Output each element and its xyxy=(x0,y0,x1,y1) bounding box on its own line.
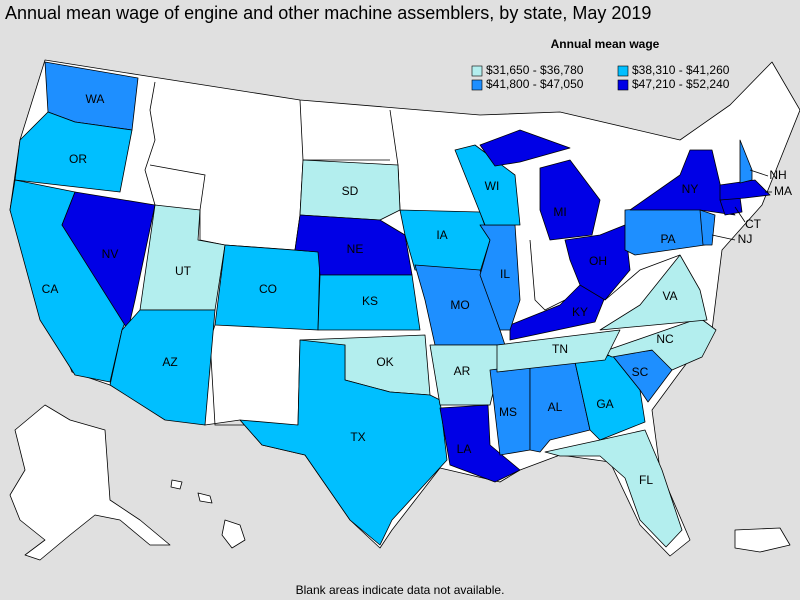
puerto-rico xyxy=(734,527,791,553)
state-label: CO xyxy=(259,282,277,296)
state-shape xyxy=(317,274,421,331)
state-shape xyxy=(454,144,521,226)
state-label: KY xyxy=(572,305,588,319)
state-label: TX xyxy=(350,430,365,444)
state-border xyxy=(529,239,566,311)
state-label: CT xyxy=(745,217,762,231)
footnote: Blank areas indicate data not available. xyxy=(296,583,505,597)
state-shape xyxy=(699,209,716,246)
state-label: TN xyxy=(552,342,568,356)
state-border xyxy=(144,81,156,206)
state-label: PA xyxy=(660,232,675,246)
state-shape xyxy=(239,339,448,546)
legend: Annual mean wage $31,650 - $36,780 $38,31… xyxy=(471,37,730,91)
leader-line xyxy=(711,234,736,241)
hawaii xyxy=(197,492,213,504)
state-shape xyxy=(439,404,521,483)
state-label: NC xyxy=(656,332,674,346)
legend-swatch xyxy=(471,65,483,77)
alaska xyxy=(9,404,171,561)
legend-swatch xyxy=(471,79,483,91)
legend-label: $41,800 - $47,050 xyxy=(486,77,584,91)
state-label: SC xyxy=(632,365,649,379)
state-shape xyxy=(739,139,753,184)
state-label: UT xyxy=(175,264,192,278)
state-border xyxy=(604,254,681,301)
legend-label: $38,310 - $41,260 xyxy=(632,63,730,77)
legend-swatch xyxy=(617,65,629,77)
state-label: WI xyxy=(485,179,500,193)
legend-swatch xyxy=(617,79,629,91)
leader-line xyxy=(749,169,769,177)
legend-label: $31,650 - $36,780 xyxy=(486,63,584,77)
state-label: MI xyxy=(553,205,566,219)
legend-title: Annual mean wage xyxy=(551,37,660,51)
state-shape xyxy=(629,149,736,216)
state-label: AL xyxy=(548,400,563,414)
state-shape xyxy=(109,309,216,426)
state-label: KS xyxy=(362,294,378,308)
state-shape xyxy=(496,329,621,373)
states: WA OR CA NV UT AZ CO SD NE KS OK TX IA MO AR LA MS AL GA FL… xyxy=(9,61,792,548)
state-shape xyxy=(299,159,401,221)
state-label: VA xyxy=(662,289,677,303)
state-border xyxy=(149,164,206,211)
state-shape xyxy=(429,344,506,406)
state-shape xyxy=(544,429,683,548)
state-label: AR xyxy=(454,364,471,378)
state-shape xyxy=(599,254,708,331)
state-label: FL xyxy=(639,473,653,487)
leader-line xyxy=(734,206,746,223)
state-label: SD xyxy=(342,184,359,198)
state-label: NH xyxy=(769,168,786,182)
state-label: WA xyxy=(86,92,105,106)
state-shape xyxy=(479,129,601,241)
state-shape xyxy=(479,224,521,331)
state-shape xyxy=(14,111,133,193)
state-label: OH xyxy=(589,254,607,268)
map-title: Annual mean wage of engine and other mac… xyxy=(5,3,651,23)
state-label: AZ xyxy=(162,355,177,369)
state-label: OK xyxy=(376,355,393,369)
state-label: MO xyxy=(450,298,469,312)
state-shape xyxy=(564,224,631,301)
state-label: MA xyxy=(774,184,792,198)
state-label: IA xyxy=(436,228,447,242)
legend-label: $47,210 - $52,240 xyxy=(632,77,730,91)
hawaii xyxy=(170,479,183,490)
state-label: CA xyxy=(42,282,59,296)
state-label: LA xyxy=(457,442,472,456)
state-shape xyxy=(61,191,156,331)
hawaii xyxy=(221,519,246,549)
state-label: GA xyxy=(596,397,613,411)
state-label: NY xyxy=(682,182,699,196)
state-label: NE xyxy=(347,242,364,256)
state-label: NV xyxy=(102,247,119,261)
state-label: MS xyxy=(499,405,517,419)
state-label: OR xyxy=(69,152,87,166)
state-label: NJ xyxy=(738,232,753,246)
state-label: IL xyxy=(500,267,510,281)
